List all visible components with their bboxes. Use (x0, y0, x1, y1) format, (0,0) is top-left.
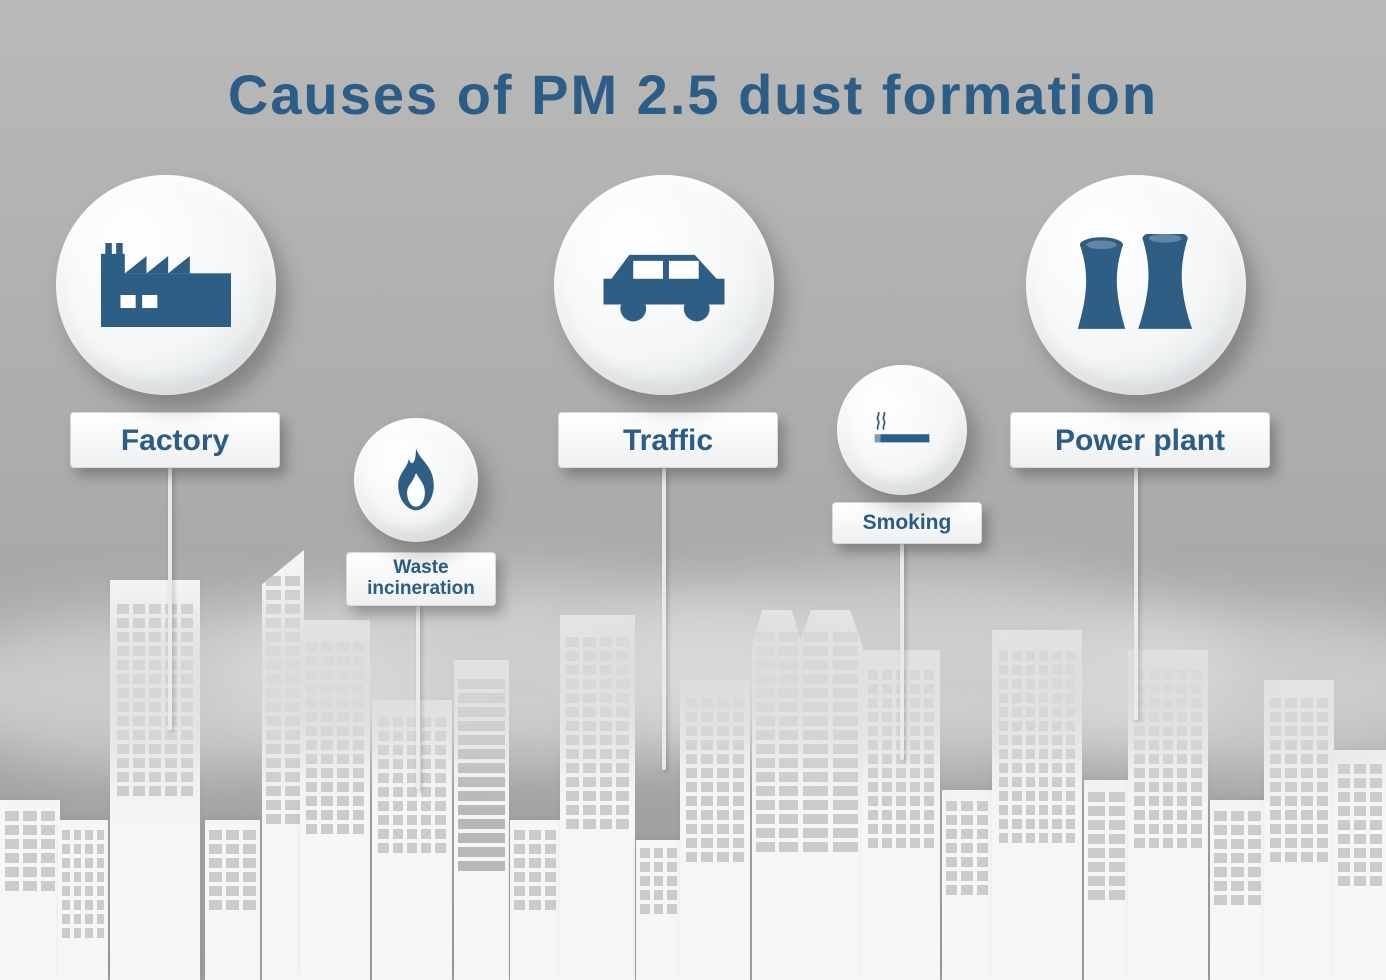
building (1334, 750, 1386, 980)
building (942, 790, 992, 980)
factory-icon-badge (56, 175, 276, 395)
car-icon (599, 247, 729, 322)
building (636, 840, 681, 980)
waste-label: Waste incineration (346, 552, 496, 606)
smoking-icon-badge (837, 365, 967, 495)
sign-stick (900, 544, 904, 760)
cooling-towers-icon (1071, 234, 1201, 335)
smoking-label: Smoking (832, 502, 982, 544)
cigarette-icon (870, 412, 934, 447)
building (205, 820, 260, 980)
building (1210, 800, 1265, 980)
page-title: Causes of PM 2.5 dust formation (0, 62, 1386, 127)
waste-icon-badge (354, 418, 478, 542)
sign-stick (416, 606, 420, 790)
power-icon-badge (1026, 175, 1246, 395)
building (0, 800, 60, 980)
sign-stick (168, 468, 172, 730)
sign-stick (662, 468, 666, 770)
traffic-icon-badge (554, 175, 774, 395)
building (510, 820, 560, 980)
factory-icon (101, 243, 231, 328)
sign-stick (1134, 468, 1138, 720)
building (1084, 780, 1129, 980)
infographic-root: Causes of PM 2.5 dust formation Factory W… (0, 0, 1386, 980)
flame-icon (384, 448, 448, 512)
factory-label: Factory (70, 412, 280, 468)
power-label: Power plant (1010, 412, 1270, 468)
building (58, 820, 108, 980)
traffic-label: Traffic (558, 412, 778, 468)
